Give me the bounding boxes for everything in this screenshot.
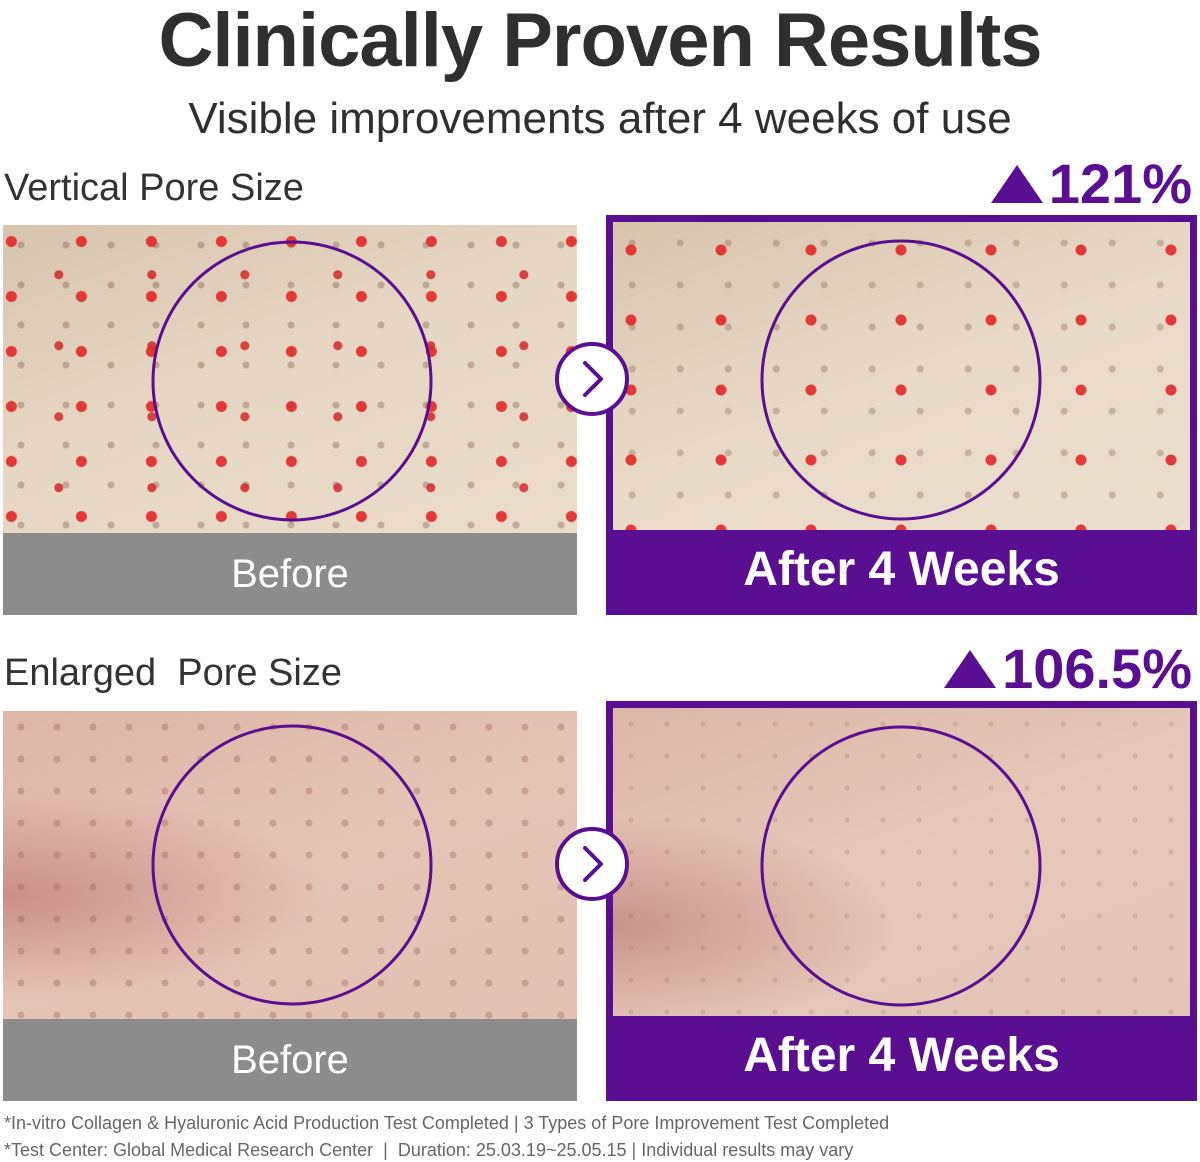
skin-image [613, 708, 1190, 1019]
skin-image [3, 225, 577, 533]
after-label: After 4 Weeks [613, 1016, 1190, 1094]
focus-circle [760, 239, 1042, 521]
improvement-value: 106.5% [1002, 637, 1192, 700]
skin-image [613, 222, 1190, 533]
arrow-icon [555, 827, 629, 901]
footnote: *In-vitro Collagen & Hyaluronic Acid Pro… [4, 1113, 890, 1133]
arrow-icon [555, 342, 629, 416]
up-triangle [944, 650, 997, 688]
improvement: 106.5% [942, 639, 1192, 699]
before-label: Before [3, 1019, 577, 1101]
subtitle: Visible improvements after 4 weeks of us… [188, 94, 1012, 143]
skin-image [3, 711, 577, 1019]
title: Clinically Proven Results [158, 0, 1042, 83]
before-panel: Before [3, 711, 577, 1101]
focus-circle [151, 240, 433, 522]
focus-circle [760, 725, 1042, 1007]
after-label: After 4 Weeks [613, 530, 1190, 608]
section-label: Vertical Pore Size [4, 167, 304, 209]
improvement: 121% [989, 154, 1192, 214]
after-panel: After 4 Weeks [606, 701, 1197, 1101]
after-panel: After 4 Weeks [606, 215, 1197, 615]
focus-circle [151, 724, 433, 1006]
before-panel: Before [3, 225, 577, 615]
before-label: Before [3, 533, 577, 615]
up-triangle [990, 165, 1043, 203]
improvement-value: 121% [1048, 152, 1192, 215]
section-label: Enlarged Pore Size [4, 652, 342, 694]
footnote: *Test Center: Global Medical Research Ce… [4, 1140, 854, 1160]
